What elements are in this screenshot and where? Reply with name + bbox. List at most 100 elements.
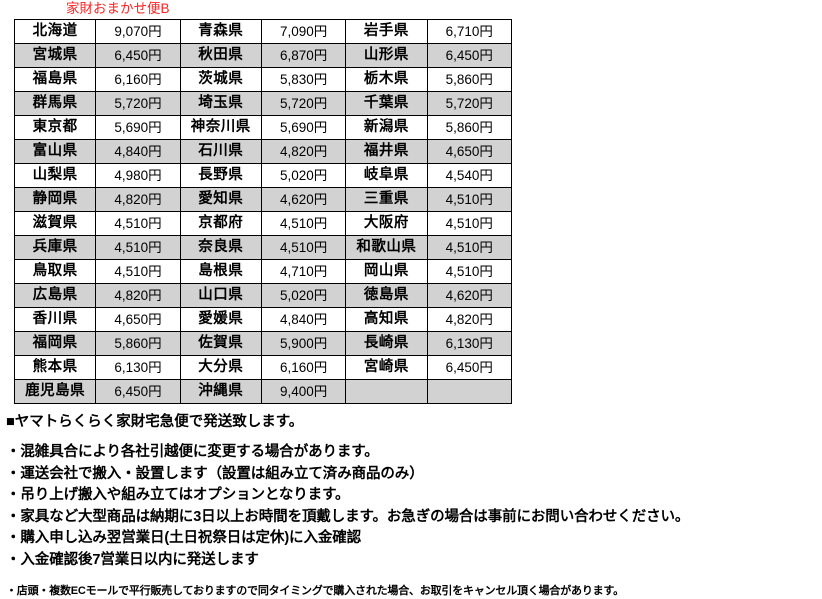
table-row: 群馬県 5,720円 埼玉県 5,720円 千葉県 5,720円 bbox=[13, 91, 513, 116]
page-title: 家財おまかせ便B bbox=[66, 1, 170, 16]
prefecture-price: 5,860円 bbox=[426, 115, 513, 140]
prefecture-price: 4,820円 bbox=[260, 139, 347, 164]
prefecture-price: 4,510円 bbox=[426, 235, 513, 260]
prefecture-name: 熊本県 bbox=[13, 355, 97, 380]
prefecture-price: 5,900円 bbox=[260, 331, 347, 356]
table-row: 富山県 4,840円 石川県 4,820円 福井県 4,650円 bbox=[13, 139, 513, 164]
prefecture-price: 9,400円 bbox=[260, 379, 347, 404]
prefecture-name: 岩手県 bbox=[345, 19, 428, 44]
prefecture-price-empty bbox=[426, 379, 513, 404]
prefecture-name: 富山県 bbox=[13, 139, 97, 164]
prefecture-name: 茨城県 bbox=[179, 67, 262, 92]
note-fine-print: ・店頭・複数ECモールで平行販売しておりますので同タイミングで購入された場合、お… bbox=[6, 585, 624, 597]
prefecture-price: 5,720円 bbox=[260, 91, 347, 116]
note-item: ・家具など大型商品は納期に3日以上お時間を頂戴します。お急ぎの場合は事前にお問い… bbox=[6, 508, 690, 525]
shipping-notes: ■ヤマトらくらく家財宅急便で発送致します。 ・混雑具合により各社引越便に変更する… bbox=[6, 412, 818, 599]
prefecture-name: 奈良県 bbox=[179, 235, 262, 260]
prefecture-price: 6,130円 bbox=[95, 355, 181, 380]
prefecture-price: 4,650円 bbox=[95, 307, 181, 332]
prefecture-name: 静岡県 bbox=[13, 187, 97, 212]
prefecture-price: 5,020円 bbox=[260, 283, 347, 308]
prefecture-price: 4,510円 bbox=[426, 211, 513, 236]
prefecture-price: 5,690円 bbox=[95, 115, 181, 140]
prefecture-price: 6,450円 bbox=[95, 43, 181, 68]
prefecture-price: 4,510円 bbox=[95, 259, 181, 284]
table-row: 北海道 9,070円 青森県 7,090円 岩手県 6,710円 bbox=[13, 19, 513, 44]
prefecture-price: 4,510円 bbox=[426, 187, 513, 212]
prefecture-price: 4,980円 bbox=[95, 163, 181, 188]
prefecture-price: 9,070円 bbox=[95, 19, 181, 44]
table-row: 宮城県 6,450円 秋田県 6,870円 山形県 6,450円 bbox=[13, 43, 513, 68]
prefecture-name: 新潟県 bbox=[345, 115, 428, 140]
prefecture-price: 6,870円 bbox=[260, 43, 347, 68]
prefecture-price: 4,620円 bbox=[260, 187, 347, 212]
table-row: 福岡県 5,860円 佐賀県 5,900円 長崎県 6,130円 bbox=[13, 331, 513, 356]
prefecture-name: 香川県 bbox=[13, 307, 97, 332]
prefecture-name: 千葉県 bbox=[345, 91, 428, 116]
prefecture-price: 4,820円 bbox=[426, 307, 513, 332]
prefecture-name: 三重県 bbox=[345, 187, 428, 212]
prefecture-name-empty bbox=[345, 379, 428, 404]
table-row: 鳥取県 4,510円 島根県 4,710円 岡山県 4,510円 bbox=[13, 259, 513, 284]
prefecture-price: 4,840円 bbox=[95, 139, 181, 164]
notes-heading: ■ヤマトらくらく家財宅急便で発送致します。 bbox=[6, 414, 304, 430]
prefecture-price: 5,020円 bbox=[260, 163, 347, 188]
prefecture-name: 愛媛県 bbox=[179, 307, 262, 332]
prefecture-name: 兵庫県 bbox=[13, 235, 97, 260]
prefecture-name: 徳島県 bbox=[345, 283, 428, 308]
note-item: ・購入申し込み翌営業日(土日祝祭日は定休)に入金確認 bbox=[6, 530, 362, 546]
prefecture-name: 滋賀県 bbox=[13, 211, 97, 236]
prefecture-name: 山形県 bbox=[345, 43, 428, 68]
prefecture-name: 神奈川県 bbox=[179, 115, 262, 140]
prefecture-name: 島根県 bbox=[179, 259, 262, 284]
prefecture-price: 6,130円 bbox=[426, 331, 513, 356]
prefecture-price: 5,690円 bbox=[260, 115, 347, 140]
prefecture-price: 4,510円 bbox=[260, 235, 347, 260]
prefecture-name: 北海道 bbox=[13, 19, 97, 44]
prefecture-name: 長野県 bbox=[179, 163, 262, 188]
prefecture-name: 栃木県 bbox=[345, 67, 428, 92]
prefecture-price: 5,860円 bbox=[95, 331, 181, 356]
prefecture-name: 広島県 bbox=[13, 283, 97, 308]
table-row: 山梨県 4,980円 長野県 5,020円 岐阜県 4,540円 bbox=[13, 163, 513, 188]
prefecture-name: 大分県 bbox=[179, 355, 262, 380]
prefecture-price: 4,820円 bbox=[95, 283, 181, 308]
prefecture-price: 7,090円 bbox=[260, 19, 347, 44]
prefecture-name: 高知県 bbox=[345, 307, 428, 332]
prefecture-name: 和歌山県 bbox=[345, 235, 428, 260]
prefecture-name: 沖縄県 bbox=[179, 379, 262, 404]
prefecture-price: 5,830円 bbox=[260, 67, 347, 92]
prefecture-name: 秋田県 bbox=[179, 43, 262, 68]
prefecture-price: 4,540円 bbox=[426, 163, 513, 188]
prefecture-price: 6,160円 bbox=[260, 355, 347, 380]
prefecture-name: 鹿児島県 bbox=[13, 379, 97, 404]
note-item: ・運送会社で搬入・設置します（設置は組み立て済み商品のみ） bbox=[6, 465, 424, 482]
table-row: 兵庫県 4,510円 奈良県 4,510円 和歌山県 4,510円 bbox=[13, 235, 513, 260]
prefecture-name: 石川県 bbox=[179, 139, 262, 164]
table-row: 東京都 5,690円 神奈川県 5,690円 新潟県 5,860円 bbox=[13, 115, 513, 140]
table-row: 広島県 4,820円 山口県 5,020円 徳島県 4,620円 bbox=[13, 283, 513, 308]
prefecture-name: 福岡県 bbox=[13, 331, 97, 356]
prefecture-price: 5,720円 bbox=[426, 91, 513, 116]
table-row: 福島県 6,160円 茨城県 5,830円 栃木県 5,860円 bbox=[13, 67, 513, 92]
prefecture-price: 4,820円 bbox=[95, 187, 181, 212]
note-item: ・入金確認後7営業日以内に発送します bbox=[6, 551, 259, 568]
prefecture-name: 東京都 bbox=[13, 115, 97, 140]
prefecture-name: 佐賀県 bbox=[179, 331, 262, 356]
prefecture-name: 青森県 bbox=[179, 19, 262, 44]
prefecture-price: 4,840円 bbox=[260, 307, 347, 332]
prefecture-name: 宮城県 bbox=[13, 43, 97, 68]
table-row: 香川県 4,650円 愛媛県 4,840円 高知県 4,820円 bbox=[13, 307, 513, 332]
prefecture-name: 山口県 bbox=[179, 283, 262, 308]
prefecture-price: 4,510円 bbox=[95, 211, 181, 236]
prefecture-price: 6,450円 bbox=[95, 379, 181, 404]
price-table-body: 北海道 9,070円 青森県 7,090円 岩手県 6,710円 宮城県 6,4… bbox=[13, 19, 513, 404]
prefecture-name: 大阪府 bbox=[345, 211, 428, 236]
prefecture-name: 鳥取県 bbox=[13, 259, 97, 284]
notes-spacer bbox=[6, 433, 818, 442]
prefecture-name: 福井県 bbox=[345, 139, 428, 164]
prefecture-price: 6,710円 bbox=[426, 19, 513, 44]
prefecture-name: 愛知県 bbox=[179, 187, 262, 212]
prefecture-price: 4,510円 bbox=[95, 235, 181, 260]
table-row: 熊本県 6,130円 大分県 6,160円 宮崎県 6,450円 bbox=[13, 355, 513, 380]
